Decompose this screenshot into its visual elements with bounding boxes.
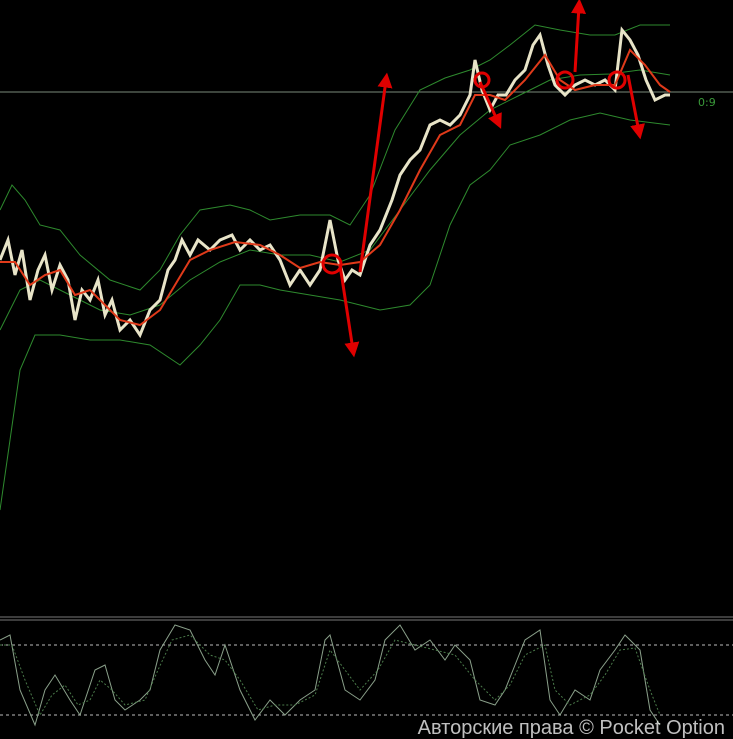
oscillator-main bbox=[0, 624, 661, 727]
signal-circle bbox=[321, 253, 343, 275]
annotations bbox=[321, 0, 645, 358]
arrow-up bbox=[358, 72, 393, 273]
candles bbox=[0, 26, 670, 339]
arrow-down bbox=[626, 74, 645, 140]
arrow-down bbox=[338, 264, 360, 358]
price-label: 0:9 bbox=[698, 96, 716, 109]
signal-circle bbox=[473, 71, 491, 89]
watermark: Авторские права © Pocket Option bbox=[418, 717, 725, 739]
signal-circle bbox=[555, 70, 575, 90]
lower-band bbox=[0, 112, 671, 511]
arrow-up bbox=[571, 0, 587, 73]
arrow-down bbox=[478, 81, 502, 129]
signal-circle bbox=[607, 70, 627, 90]
upper-band bbox=[0, 24, 670, 291]
